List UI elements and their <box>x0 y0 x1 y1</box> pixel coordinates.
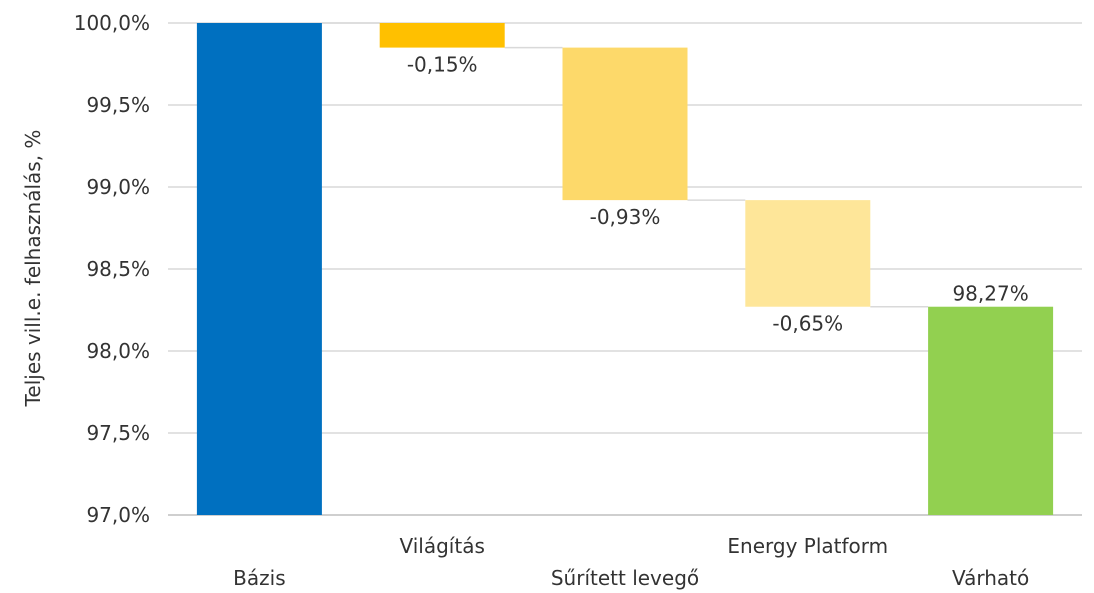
bar-vil-g-t-s <box>379 23 505 48</box>
bar-b-zis <box>196 23 322 515</box>
data-label: -0,93% <box>590 205 661 229</box>
y-tick-label: 99,0% <box>86 175 150 199</box>
category-labels: Bázis Világítás Sűrített levegő Energy Plat… <box>233 534 1029 590</box>
data-label: 98,27% <box>952 282 1028 306</box>
bars <box>196 23 1054 515</box>
y-tick-label: 98,5% <box>86 257 150 281</box>
category-label: Várható <box>952 566 1029 590</box>
bar-v-rhat- <box>928 306 1054 515</box>
category-label: Energy Platform <box>727 534 888 558</box>
data-label: -0,65% <box>772 312 843 336</box>
category-label: Sűrített levegő <box>551 566 699 590</box>
data-labels: -0,15% -0,93% -0,65% 98,27% <box>407 53 1029 336</box>
y-tick-label: 97,5% <box>86 421 150 445</box>
y-tick-label: 98,0% <box>86 339 150 363</box>
data-label: -0,15% <box>407 53 478 77</box>
category-label: Világítás <box>400 534 485 558</box>
category-label: Bázis <box>233 566 285 590</box>
bar-energy-platform <box>745 200 871 307</box>
y-tick-label: 99,5% <box>86 93 150 117</box>
y-axis-tick-labels: 100,0% 99,5% 99,0% 98,5% 98,0% 97,5% 97,0% <box>74 11 150 527</box>
y-tick-label: 100,0% <box>74 11 150 35</box>
y-tick-label: 97,0% <box>86 503 150 527</box>
y-axis-title: Teljes vill.e. felhasználás, % <box>21 130 45 408</box>
connector-lines <box>321 22 929 308</box>
bar-s-r-tett-leveg- <box>562 47 688 201</box>
